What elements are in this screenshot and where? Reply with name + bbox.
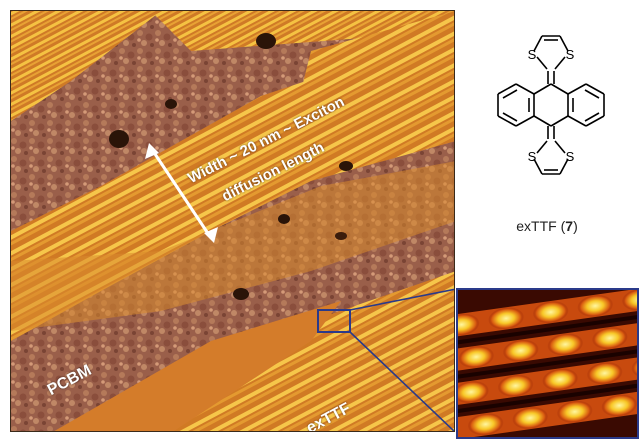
molecule-drawing: S S S S <box>497 35 605 175</box>
compound-name: exTTF <box>516 218 557 234</box>
sulfur-atom: S <box>528 149 537 164</box>
exttf-domain <box>11 11 161 121</box>
zoom-box <box>317 309 351 333</box>
exttf-domain <box>151 11 454 51</box>
stm-image-canvas <box>11 11 454 431</box>
substrate-region <box>54 301 341 431</box>
sulfur-atom: S <box>528 47 537 62</box>
zoom-inset-canvas <box>458 290 637 437</box>
width-arrow <box>145 143 218 243</box>
exttf-structure: S S S S <box>474 16 624 201</box>
stm-image: Width ~ 20 nm ~ Exciton diffusion length… <box>10 10 455 432</box>
zoom-inset <box>456 288 639 439</box>
sulfur-atom: S <box>566 149 575 164</box>
sulfur-atom: S <box>566 47 575 62</box>
compound-number: 7 <box>565 218 574 234</box>
compound-caption: exTTF (7) <box>516 218 578 234</box>
